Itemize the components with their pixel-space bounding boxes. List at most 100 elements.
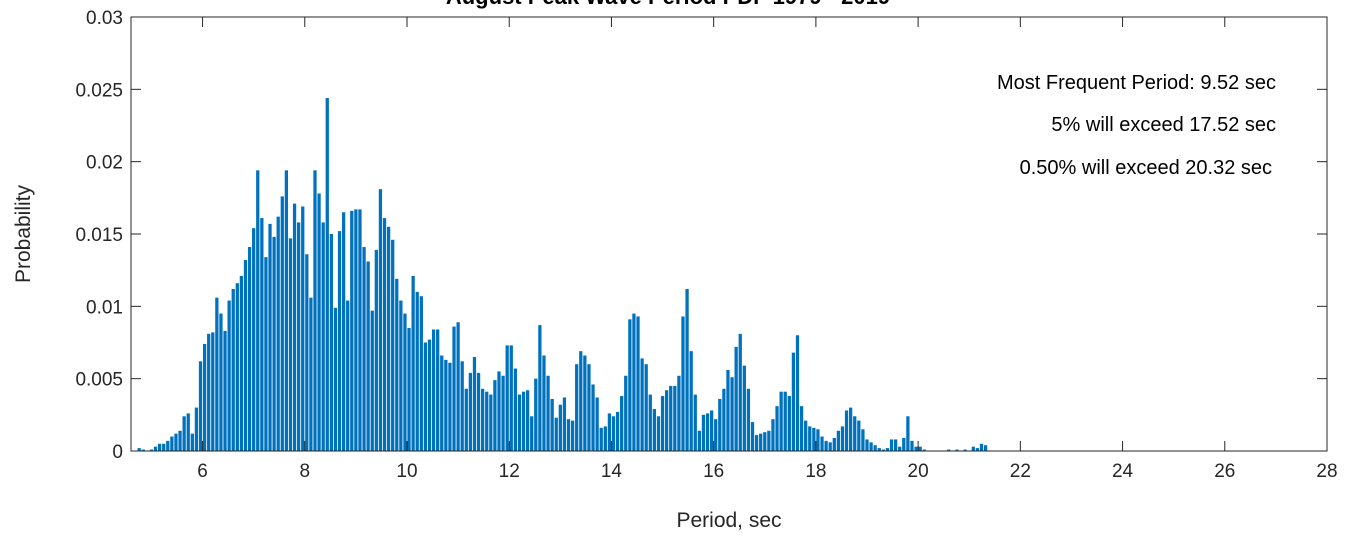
bar xyxy=(239,275,244,451)
bar xyxy=(493,380,497,451)
bar xyxy=(640,358,644,451)
bar xyxy=(754,435,759,451)
bar xyxy=(346,300,350,451)
bar xyxy=(566,419,571,451)
bar xyxy=(550,398,554,451)
chart-title: August Peak Wave Period PDF 1979 - 2019 xyxy=(446,0,890,9)
bar xyxy=(824,440,828,451)
bar xyxy=(366,261,370,451)
bar xyxy=(840,426,845,451)
bar xyxy=(292,203,297,451)
bar xyxy=(857,420,861,451)
bar xyxy=(669,385,673,451)
bar xyxy=(272,236,276,451)
y-tick-label: 0.025 xyxy=(75,80,123,101)
bar xyxy=(898,446,902,451)
bar xyxy=(673,385,677,451)
bar xyxy=(530,416,534,451)
bar xyxy=(509,345,513,451)
bar xyxy=(746,388,751,451)
bar xyxy=(313,170,317,451)
bar xyxy=(182,416,186,451)
bar xyxy=(374,249,378,451)
bar xyxy=(603,426,607,451)
bar xyxy=(763,432,767,451)
bar xyxy=(558,404,562,451)
bar xyxy=(828,442,832,451)
bar xyxy=(820,436,824,451)
bar xyxy=(476,372,481,451)
bar xyxy=(215,297,219,451)
x-tick-label: 16 xyxy=(703,461,724,482)
bar xyxy=(362,247,366,451)
annotation-most-frequent: Most Frequent Period: 9.52 sec xyxy=(997,72,1276,94)
x-tick-label: 26 xyxy=(1214,461,1235,482)
bar xyxy=(301,206,305,451)
bar xyxy=(955,449,959,451)
bar xyxy=(591,384,595,451)
bar xyxy=(460,361,464,451)
bar xyxy=(501,375,505,451)
bar xyxy=(178,430,182,451)
bar xyxy=(280,196,284,451)
bar xyxy=(198,361,203,451)
x-tick-label: 6 xyxy=(197,461,208,482)
bar xyxy=(317,193,321,452)
x-tick-label: 28 xyxy=(1316,461,1337,482)
bar xyxy=(157,443,162,451)
bar xyxy=(227,300,231,451)
bar xyxy=(599,427,603,451)
bar xyxy=(350,210,354,451)
bar xyxy=(885,448,890,451)
bar xyxy=(149,449,154,451)
bar xyxy=(812,427,816,451)
x-tick-label: 14 xyxy=(601,461,623,482)
bar xyxy=(554,417,558,451)
bar xyxy=(644,364,648,451)
bar xyxy=(194,407,199,451)
bar xyxy=(701,414,706,451)
bar xyxy=(386,226,391,451)
y-axis-title: Probability xyxy=(12,184,35,283)
bars-layer xyxy=(137,98,988,452)
bar xyxy=(542,355,546,451)
bar xyxy=(219,313,223,451)
bar xyxy=(779,391,783,451)
bar xyxy=(632,313,636,451)
x-tick-label: 20 xyxy=(908,461,929,482)
bar xyxy=(869,442,873,451)
bar xyxy=(808,426,812,451)
bar xyxy=(223,330,227,451)
bar xyxy=(505,345,509,451)
bar xyxy=(141,449,145,451)
bar xyxy=(636,316,640,451)
bar xyxy=(893,439,898,451)
bar xyxy=(947,449,951,451)
bar xyxy=(575,364,579,451)
y-tick-label: 0.015 xyxy=(75,225,123,246)
bar xyxy=(799,406,804,451)
bar xyxy=(525,390,530,451)
bar xyxy=(517,394,522,451)
bar xyxy=(305,254,309,451)
bar xyxy=(648,394,652,451)
x-tick-label: 10 xyxy=(396,461,417,482)
bar xyxy=(718,398,722,451)
x-tick-label: 22 xyxy=(1010,461,1031,482)
bar xyxy=(297,222,301,451)
bar xyxy=(587,364,591,451)
bar xyxy=(341,212,346,451)
bar xyxy=(391,239,395,451)
x-tick-label: 24 xyxy=(1112,461,1134,482)
bar xyxy=(202,343,207,451)
bar xyxy=(795,335,800,451)
bar xyxy=(427,339,432,451)
bar xyxy=(615,411,620,451)
bar xyxy=(546,375,550,451)
bar xyxy=(906,416,910,451)
bar xyxy=(174,433,178,451)
bar xyxy=(734,346,738,451)
bar xyxy=(440,355,444,451)
bar xyxy=(652,409,657,451)
bar xyxy=(693,394,697,451)
